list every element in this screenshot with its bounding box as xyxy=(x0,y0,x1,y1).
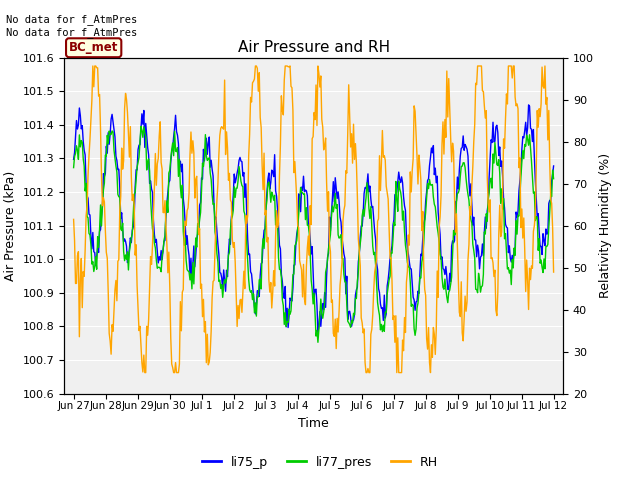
Line: li77_pres: li77_pres xyxy=(74,126,554,342)
li75_p xyxy=(356,234,364,240)
Text: No data for f_AtmPres
No data for f_AtmPres: No data for f_AtmPres No data for f_AtmP… xyxy=(6,14,138,38)
li77_pres xyxy=(301,217,309,223)
Y-axis label: Relativity Humidity (%): Relativity Humidity (%) xyxy=(600,153,612,298)
li77_pres xyxy=(550,176,557,181)
RH xyxy=(70,216,77,222)
li77_pres xyxy=(540,256,548,262)
li77_pres xyxy=(332,191,339,196)
RH xyxy=(465,242,473,248)
RH xyxy=(332,316,339,322)
RH xyxy=(303,264,310,270)
li75_p xyxy=(464,153,472,159)
RH xyxy=(540,85,548,91)
li77_pres xyxy=(357,232,365,238)
li77_pres xyxy=(465,197,473,203)
X-axis label: Time: Time xyxy=(298,417,329,430)
li75_p xyxy=(70,156,77,162)
Line: li75_p: li75_p xyxy=(74,105,554,332)
Text: BC_met: BC_met xyxy=(69,41,118,54)
li75_p xyxy=(330,199,338,204)
li77_pres xyxy=(299,190,307,196)
Legend: li75_p, li77_pres, RH: li75_p, li77_pres, RH xyxy=(197,451,443,474)
li77_pres xyxy=(70,165,77,170)
RH xyxy=(550,269,557,275)
Y-axis label: Air Pressure (kPa): Air Pressure (kPa) xyxy=(4,170,17,281)
li75_p xyxy=(550,163,557,169)
Title: Air Pressure and RH: Air Pressure and RH xyxy=(237,40,390,55)
li75_p xyxy=(314,329,322,335)
Line: RH: RH xyxy=(74,66,554,372)
RH xyxy=(357,315,365,321)
li75_p xyxy=(525,102,532,108)
RH xyxy=(89,63,97,69)
li75_p xyxy=(540,238,548,243)
li77_pres xyxy=(314,339,322,345)
li75_p xyxy=(301,189,308,195)
li75_p xyxy=(298,184,305,190)
RH xyxy=(141,370,148,375)
RH xyxy=(300,262,307,267)
li77_pres xyxy=(137,123,145,129)
